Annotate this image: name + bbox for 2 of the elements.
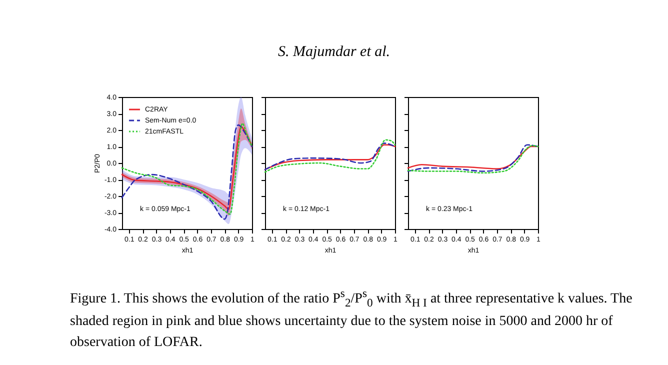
text: S. Majumdar et al. <box>276 44 392 61</box>
text: Figure 1. This shows the evolution of the ratio P$^{s}$$_{2}$/P$^{s}$$_{0}$ with x̄$_{H I}$ at three representative k values. The shaded region in pink and blue shows uncertainty due to the system noise in 5000 and 2000 hr of observation of LOFAR. <box>70 287 632 350</box>
